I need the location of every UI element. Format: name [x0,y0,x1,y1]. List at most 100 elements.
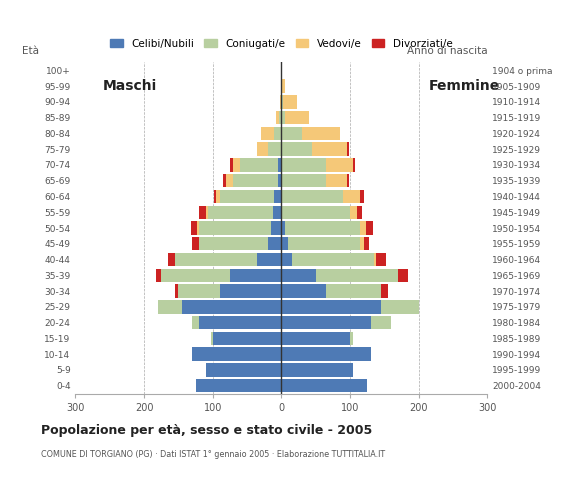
Bar [278,158,281,172]
Bar [273,205,281,219]
Bar [360,190,364,203]
Bar [284,95,297,108]
Bar [260,127,274,140]
Bar [281,379,367,393]
Bar [276,111,279,124]
Bar [195,379,281,393]
Bar [214,190,216,203]
Bar [281,221,285,235]
Bar [219,284,281,298]
Bar [281,332,350,345]
Bar [285,111,309,124]
Bar [192,348,281,361]
Bar [350,332,353,345]
Bar [199,316,281,329]
Bar [192,316,199,329]
Bar [281,269,316,282]
Bar [292,253,374,266]
Bar [312,143,346,156]
Bar [376,253,386,266]
Bar [281,95,284,108]
Bar [285,221,360,235]
Text: Anno di nascita: Anno di nascita [407,46,487,56]
Legend: Celibi/Nubili, Coniugati/e, Vedovi/e, Divorziati/e: Celibi/Nubili, Coniugati/e, Vedovi/e, Di… [106,35,456,53]
Bar [366,221,372,235]
Bar [192,237,199,251]
Bar [175,253,258,266]
Bar [199,205,206,219]
Bar [281,190,343,203]
Bar [274,127,281,140]
Bar [353,158,356,172]
Bar [360,221,366,235]
Bar [281,158,326,172]
Bar [281,127,302,140]
Text: Maschi: Maschi [103,79,157,93]
Bar [206,363,281,377]
Bar [211,332,213,345]
Bar [199,237,267,251]
Bar [326,284,381,298]
Bar [281,284,326,298]
Bar [226,174,233,187]
Bar [280,95,281,108]
Bar [178,284,219,298]
Bar [182,300,281,313]
Bar [155,269,161,282]
Bar [233,174,278,187]
Bar [197,221,199,235]
Bar [240,158,278,172]
Bar [346,174,349,187]
Bar [271,221,281,235]
Bar [281,174,326,187]
Bar [267,237,281,251]
Bar [223,174,226,187]
Bar [258,253,281,266]
Bar [168,253,175,266]
Bar [350,205,357,219]
Bar [158,300,182,313]
Bar [281,205,350,219]
Bar [374,253,376,266]
Bar [219,190,274,203]
Bar [208,205,273,219]
Bar [199,221,271,235]
Bar [281,237,288,251]
Bar [371,316,391,329]
Bar [357,205,362,219]
Bar [175,284,178,298]
Bar [364,237,369,251]
Bar [326,158,353,172]
Bar [267,143,281,156]
Bar [398,269,408,282]
Bar [381,300,419,313]
Bar [281,79,285,93]
Text: COMUNE DI TORGIANO (PG) · Dati ISTAT 1° gennaio 2005 · Elaborazione TUTTITALIA.I: COMUNE DI TORGIANO (PG) · Dati ISTAT 1° … [41,450,385,459]
Bar [206,205,208,219]
Text: Femmine: Femmine [429,79,500,93]
Bar [302,127,340,140]
Text: Età: Età [22,46,39,56]
Bar [233,158,240,172]
Bar [278,174,281,187]
Bar [288,237,360,251]
Bar [381,284,387,298]
Bar [230,158,233,172]
Bar [191,221,197,235]
Bar [279,111,281,124]
Bar [281,300,381,313]
Bar [281,348,371,361]
Bar [216,190,219,203]
Bar [360,237,364,251]
Bar [161,269,230,282]
Bar [316,269,398,282]
Bar [281,363,353,377]
Bar [230,269,281,282]
Bar [281,143,312,156]
Bar [346,143,349,156]
Bar [281,111,285,124]
Bar [274,190,281,203]
Bar [258,143,267,156]
Bar [343,190,360,203]
Text: Popolazione per età, sesso e stato civile - 2005: Popolazione per età, sesso e stato civil… [41,424,372,437]
